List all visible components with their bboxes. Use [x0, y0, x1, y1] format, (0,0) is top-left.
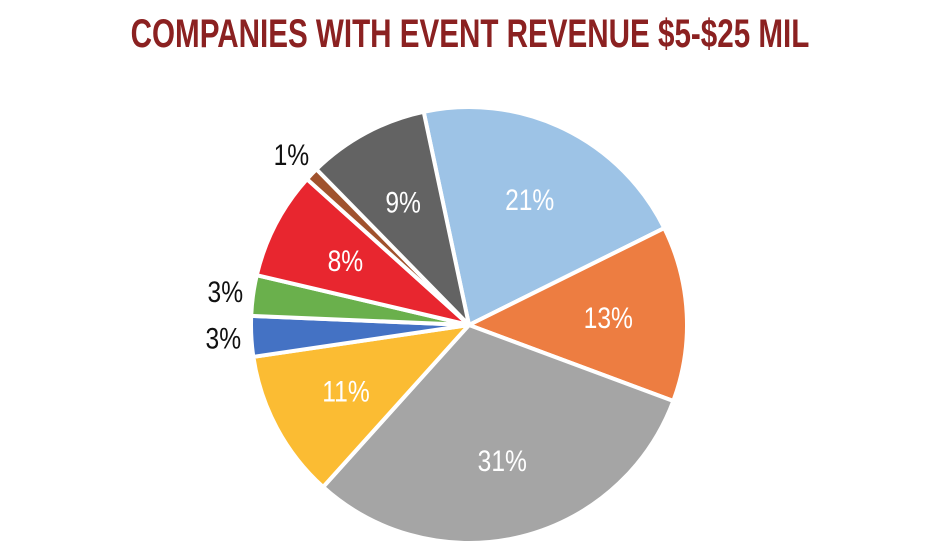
pie-slice — [254, 177, 471, 327]
slice-label: 9% — [385, 185, 421, 219]
slice-label: 31% — [478, 444, 527, 478]
pie-slice — [467, 226, 689, 403]
slice-label: 21% — [505, 182, 554, 216]
pie-labels: 21% 13% 31% 11% 3% 3% 8% 1% 9% — [206, 138, 633, 478]
slice-label: 13% — [584, 301, 633, 335]
chart-title: COMPANIES WITH EVENT REVENUE $5-$25 MIL — [130, 12, 810, 56]
pie-slice — [321, 323, 676, 545]
pie-slices — [249, 105, 689, 545]
slice-label: 1% — [274, 138, 310, 172]
slice-label: 11% — [322, 374, 369, 408]
slice-label: 3% — [208, 275, 244, 309]
slice-label: 8% — [328, 243, 364, 277]
pie-slice — [251, 323, 471, 490]
slice-label: 3% — [206, 321, 242, 355]
pie-slice — [421, 105, 667, 327]
pie-slice — [314, 109, 471, 327]
